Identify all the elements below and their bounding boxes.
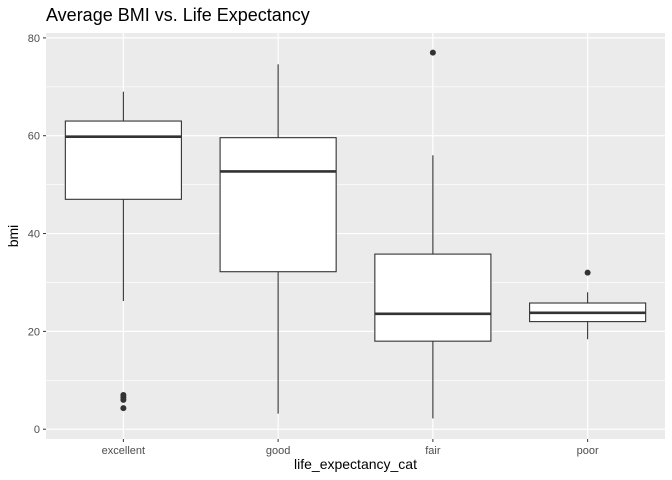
x-tick-label-fair: fair bbox=[425, 445, 441, 457]
outlier-point bbox=[429, 49, 436, 56]
box-good bbox=[219, 64, 337, 414]
x-tick-label-poor: poor bbox=[577, 445, 599, 457]
plot-panel bbox=[46, 33, 665, 439]
outlier-point bbox=[120, 396, 127, 403]
y-tick-label: 0 bbox=[34, 424, 40, 436]
chart-title: Average BMI vs. Life Expectancy bbox=[46, 5, 310, 25]
boxes-layer bbox=[64, 49, 647, 419]
box-fair bbox=[374, 49, 492, 419]
x-axis-title: life_expectancy_cat bbox=[294, 456, 417, 472]
y-tick-label: 80 bbox=[28, 33, 40, 45]
iqr-box bbox=[374, 253, 492, 342]
y-tick-label: 40 bbox=[28, 229, 40, 241]
x-tick-label-excellent: excellent bbox=[102, 445, 145, 457]
x-tick-label-good: good bbox=[266, 445, 290, 457]
y-axis-title: bmi bbox=[5, 225, 21, 248]
iqr-box bbox=[219, 137, 337, 273]
outlier-point bbox=[120, 405, 127, 412]
iqr-box bbox=[64, 120, 182, 200]
box-poor bbox=[529, 269, 647, 340]
y-axis-ticks: 0 20 40 60 80 bbox=[28, 33, 46, 436]
outlier-point bbox=[584, 269, 591, 276]
x-axis-ticks: excellent good fair poor bbox=[102, 439, 599, 457]
y-tick-label: 20 bbox=[28, 326, 40, 338]
y-tick-label: 60 bbox=[28, 131, 40, 143]
box-excellent bbox=[64, 91, 182, 412]
